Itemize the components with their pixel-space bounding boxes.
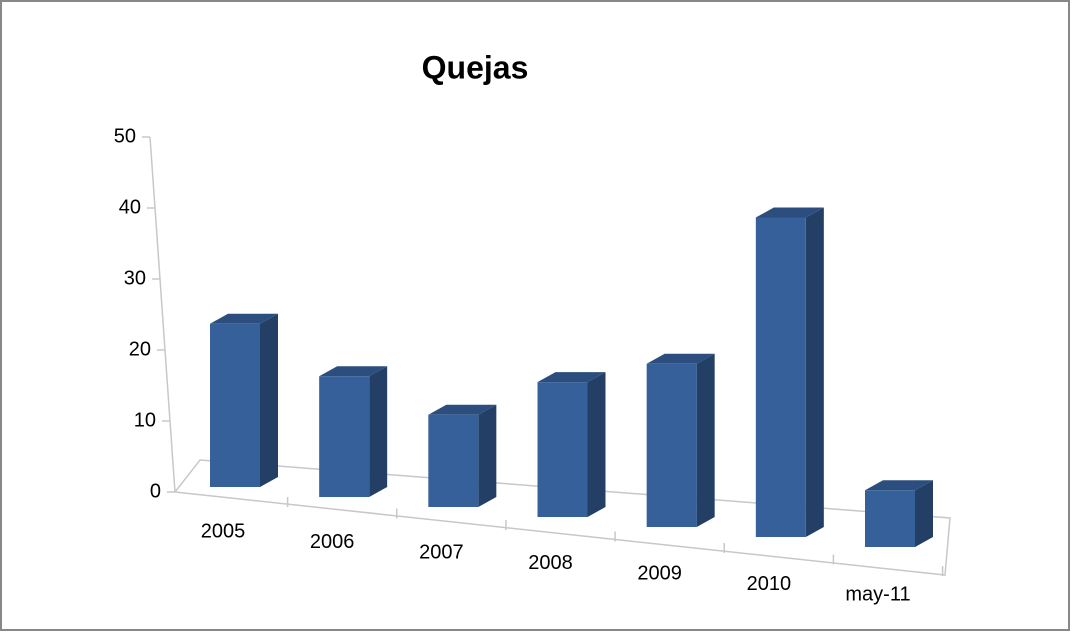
- y-tick-label: 30: [124, 267, 146, 289]
- bar: [865, 480, 933, 547]
- bar-side: [915, 480, 933, 547]
- bar-front: [755, 217, 806, 537]
- x-tick-label: 2008: [528, 552, 573, 574]
- bar-front: [210, 323, 260, 487]
- bar-top: [755, 207, 824, 218]
- bar-top: [537, 372, 606, 383]
- y-tick-label: 40: [119, 196, 141, 218]
- bar-side: [369, 366, 388, 497]
- bar-top: [319, 366, 388, 377]
- bar-side: [260, 313, 278, 487]
- bar-front: [646, 363, 697, 527]
- x-tick-label: 2009: [637, 562, 682, 584]
- bar: [646, 353, 715, 527]
- bar-front: [865, 490, 915, 547]
- bar-front: [428, 414, 479, 507]
- bar: [319, 366, 388, 497]
- y-axis: [149, 136, 176, 493]
- x-tick-label: may-11: [845, 583, 910, 605]
- y-tick-label: 10: [134, 409, 156, 431]
- bar-side: [805, 207, 824, 537]
- chart-title: Quejas: [422, 49, 529, 85]
- bar-front: [537, 382, 588, 517]
- x-tick-label: 2005: [201, 520, 246, 542]
- bar-top: [210, 313, 278, 324]
- bar-top: [865, 480, 933, 491]
- bar: [537, 372, 606, 517]
- x-tick-label: 2006: [310, 531, 355, 553]
- floor: [173, 459, 951, 576]
- x-tick-label: 2010: [747, 573, 792, 595]
- bar-front: [319, 376, 370, 497]
- bar-side: [478, 404, 497, 507]
- y-tick-label: 20: [129, 338, 151, 360]
- y-tick-label: 0: [150, 480, 161, 502]
- bar-side: [587, 372, 606, 517]
- bar: [755, 207, 824, 537]
- bar-side: [696, 353, 715, 527]
- bar: [210, 313, 278, 487]
- bar-top: [646, 353, 715, 364]
- y-tick-label: 50: [114, 125, 136, 147]
- x-tick-label: 2007: [419, 541, 464, 563]
- bar: [428, 404, 497, 507]
- bar-top: [428, 404, 497, 415]
